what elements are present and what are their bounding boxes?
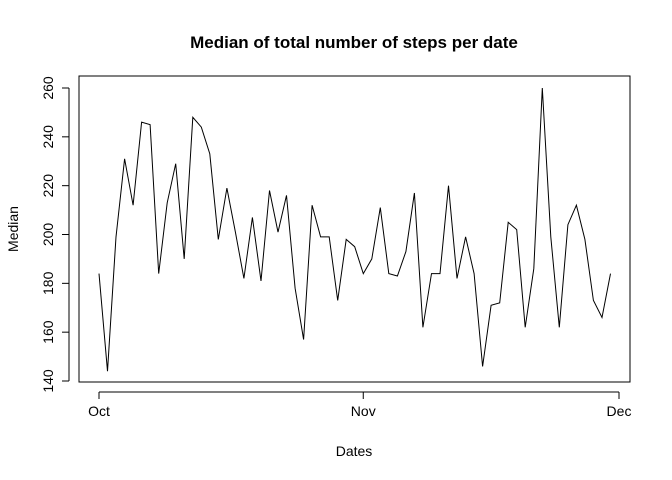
x-tick-label: Nov [351,403,376,419]
y-tick-label: 160 [40,320,56,344]
y-axis: 140 160 180 200 220 240 260 [40,76,70,393]
y-tick-label: 260 [40,76,56,100]
y-tick-label: 200 [40,223,56,247]
series-line [98,87,611,372]
x-tick-label: Oct [88,403,110,419]
y-tick-label: 140 [40,369,56,393]
x-tick-label: Dec [607,403,632,419]
y-axis-label: Median [5,206,21,252]
chart-title: Median of total number of steps per date [190,33,518,52]
x-axis: Oct Nov Dec [88,391,632,419]
y-tick-label: 180 [40,271,56,295]
plot-frame [78,75,631,383]
y-tick-label: 220 [40,174,56,198]
y-tick-label: 240 [40,125,56,149]
x-axis-label: Dates [336,443,373,459]
